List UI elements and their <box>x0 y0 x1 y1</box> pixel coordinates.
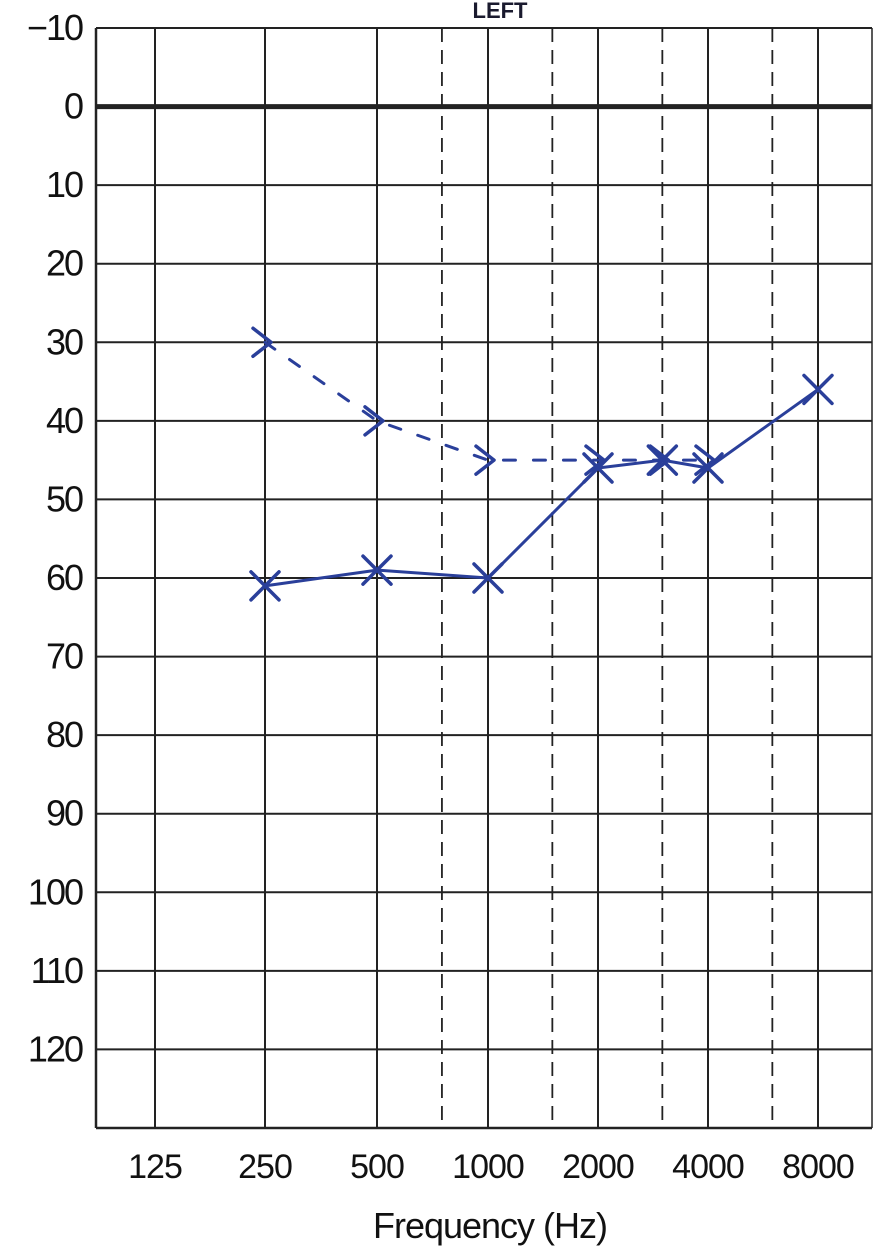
bracket-marker <box>648 444 671 476</box>
x-marker <box>582 452 614 484</box>
y-tick-label: 50 <box>46 478 83 519</box>
y-tick-label: 110 <box>31 950 83 991</box>
bracket-marker <box>584 444 606 476</box>
y-tick-label: 30 <box>46 321 83 362</box>
chart-title: LEFT <box>473 0 529 23</box>
x-tick-label: 2000 <box>562 1148 634 1186</box>
y-tick-label: 90 <box>46 793 83 834</box>
x-tick-label: 250 <box>238 1148 292 1186</box>
x-tick-label: 125 <box>128 1148 182 1186</box>
bracket-marker <box>474 444 496 476</box>
x-tick-label: 1000 <box>452 1148 524 1186</box>
y-tick-label: −10 <box>27 7 83 48</box>
x-marker <box>802 373 834 406</box>
air-conduction-line <box>263 387 820 588</box>
x-marker <box>249 570 281 602</box>
x-tick-label: 4000 <box>672 1148 744 1186</box>
y-tick-label: 20 <box>46 243 83 284</box>
y-tick-label: 40 <box>46 400 83 441</box>
bracket-marker <box>694 444 716 476</box>
bracket-marker <box>251 326 273 359</box>
x-tick-label: 500 <box>350 1148 404 1186</box>
x-tick-label: 8000 <box>782 1148 854 1186</box>
x-marker <box>692 452 724 484</box>
y-tick-label: 100 <box>28 871 83 912</box>
axis-labels: LEFT Frequency (Hz) −10 0 10 20 30 40 50 60 70 80… <box>27 0 855 1246</box>
y-tick-label: 60 <box>46 557 83 598</box>
x-axis-label: Frequency (Hz) <box>373 1205 607 1246</box>
grid <box>94 27 873 1130</box>
y-tick-label: 70 <box>46 636 83 677</box>
y-tick-label: 120 <box>28 1028 83 1069</box>
plot-area <box>249 326 834 602</box>
y-tick-label: 80 <box>46 714 83 755</box>
bone-conduction-line <box>263 340 710 462</box>
y-tick-label: 10 <box>46 164 83 205</box>
x-marker <box>472 562 504 594</box>
bracket-marker <box>363 405 385 437</box>
y-tick-label: 0 <box>64 86 83 127</box>
x-marker <box>361 554 393 586</box>
